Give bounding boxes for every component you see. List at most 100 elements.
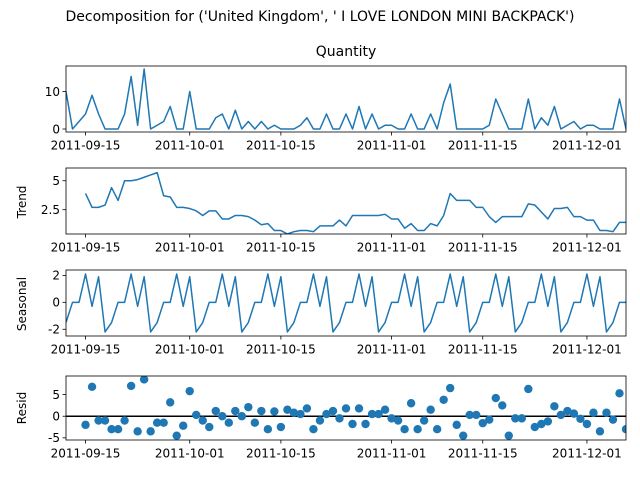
resid-x-tick-label: 2011-09-15: [51, 447, 121, 461]
resid-data-point: [257, 406, 266, 416]
resid-data-point: [517, 414, 527, 423]
trend-x-tick-label: 2011-12-01: [552, 241, 622, 255]
seasonal-x-tick-label: 2011-09-15: [51, 343, 121, 357]
resid-data-point: [550, 402, 559, 411]
trend-x-tick-label: 2011-10-15: [246, 241, 316, 255]
seasonal-y-tick-label: 2: [52, 269, 60, 283]
figure-title: Decomposition for ('United Kingdom', ' I…: [66, 9, 575, 25]
resid-data-point: [126, 381, 136, 391]
trend-y-tick-label: 5: [52, 174, 60, 188]
resid-data-point: [439, 395, 448, 404]
quantity-series-line: [66, 68, 626, 130]
resid-ticks: -5 0 5 2011-09-15 2011-10-01 2011-10-15 2011-1…: [48, 388, 622, 461]
quantity-x-tick-label: 2011-11-15: [448, 139, 518, 153]
resid-y-axis-label: Resid: [15, 392, 29, 424]
resid-data-point: [530, 422, 540, 432]
quantity-x-tick-label: 2011-11-01: [357, 139, 427, 153]
resid-data-point: [94, 416, 103, 425]
seasonal-series-line: [66, 273, 626, 333]
resid-data-point: [608, 415, 618, 424]
quantity-panel-title: Quantity: [316, 44, 377, 60]
resid-x-tick-label: 2011-11-01: [357, 447, 427, 461]
trend-axes-frame: [65, 167, 627, 235]
resid-data-point: [406, 399, 416, 408]
resid-data-point: [133, 427, 142, 436]
resid-data-point: [419, 416, 429, 425]
resid-data-point: [537, 419, 546, 429]
seasonal-ticks: -2 0 2 2011-09-15 2011-10-01 2011-10-15 2011-1…: [48, 269, 622, 357]
quantity-x-tick-label: 2011-09-15: [51, 139, 121, 153]
resid-data-point: [139, 376, 149, 384]
resid-data-point: [576, 414, 585, 424]
quantity-marks: [66, 68, 626, 130]
resid-y-tick-label: -5: [48, 431, 60, 445]
resid-data-point: [250, 418, 260, 427]
resid-data-point: [185, 386, 194, 396]
resid-data-point: [511, 414, 520, 423]
resid-data-point: [543, 417, 553, 426]
resid-y-tick-label: 0: [52, 410, 60, 424]
resid-data-point: [276, 422, 286, 432]
resid-data-point: [113, 424, 123, 434]
resid-data-point: [335, 414, 344, 423]
resid-data-point: [296, 409, 305, 419]
resid-data-point: [179, 421, 188, 430]
resid-data-point: [198, 416, 207, 425]
resid-x-tick-label: 2011-12-01: [552, 447, 622, 461]
resid-data-point: [602, 408, 611, 417]
resid-data-point: [400, 424, 409, 434]
resid-marks: [66, 376, 626, 440]
trend-x-tick-label: 2011-10-01: [155, 241, 225, 255]
resid-data-point: [582, 419, 592, 429]
resid-data-point: [563, 406, 572, 416]
resid-data-point: [524, 384, 533, 394]
quantity-x-tick-label: 2011-12-01: [552, 139, 622, 153]
seasonal-y-axis-label: Seasonal: [15, 277, 29, 331]
resid-data-point: [165, 398, 175, 407]
resid-data-point: [159, 418, 168, 427]
resid-data-point: [452, 420, 461, 430]
resid-data-point: [348, 419, 357, 429]
resid-data-point: [263, 424, 273, 434]
resid-data-point: [615, 389, 624, 398]
seasonal-x-tick-label: 2011-12-01: [552, 343, 622, 357]
resid-data-point: [205, 422, 214, 432]
trend-series-line: [84, 171, 626, 234]
resid-data-point: [595, 427, 605, 436]
resid-data-point: [491, 393, 500, 403]
resid-data-point: [361, 419, 370, 429]
resid-data-point: [270, 407, 279, 416]
seasonal-axes-frame: [65, 269, 627, 337]
resid-data-point: [81, 420, 90, 430]
resid-data-point: [478, 418, 487, 428]
resid-data-point: [367, 409, 377, 419]
resid-data-point: [465, 410, 474, 420]
resid-panel: Resid -5 0 5 2011-09-15 2011-10-01 2011-10-15…: [15, 375, 627, 461]
seasonal-x-tick-label: 2011-10-01: [155, 343, 225, 357]
resid-x-tick-label: 2011-11-15: [448, 447, 518, 461]
resid-data-point: [244, 402, 253, 412]
quantity-panel: Quantity 0 10 2011-09-15 2011-10-01 2011-10-…: [45, 44, 627, 153]
quantity-y-tick-label: 0: [52, 122, 60, 136]
resid-data-point: [218, 412, 227, 421]
trend-y-tick-label: 2.5: [41, 203, 60, 217]
trend-panel: Trend 2.5 5 2011-09-15 2011-10-01 2011-10-15…: [15, 167, 627, 255]
trend-x-tick-label: 2011-11-15: [448, 241, 518, 255]
resid-data-point: [498, 401, 507, 410]
resid-data-point: [315, 416, 325, 425]
trend-marks: [84, 171, 626, 234]
resid-data-point: [380, 405, 390, 414]
resid-data-point: [283, 405, 292, 414]
resid-data-point: [504, 431, 513, 440]
resid-data-point: [87, 382, 97, 392]
trend-ticks: 2.5 5 2011-09-15 2011-10-01 2011-10-15 2011-1…: [41, 174, 622, 254]
resid-data-point: [621, 424, 626, 434]
seasonal-x-tick-label: 2011-11-15: [448, 343, 518, 357]
trend-x-tick-label: 2011-11-01: [357, 241, 427, 255]
trend-x-tick-label: 2011-09-15: [51, 241, 121, 255]
resid-data-point: [556, 410, 566, 420]
resid-data-point: [107, 424, 116, 434]
resid-y-tick-label: 5: [52, 388, 60, 402]
